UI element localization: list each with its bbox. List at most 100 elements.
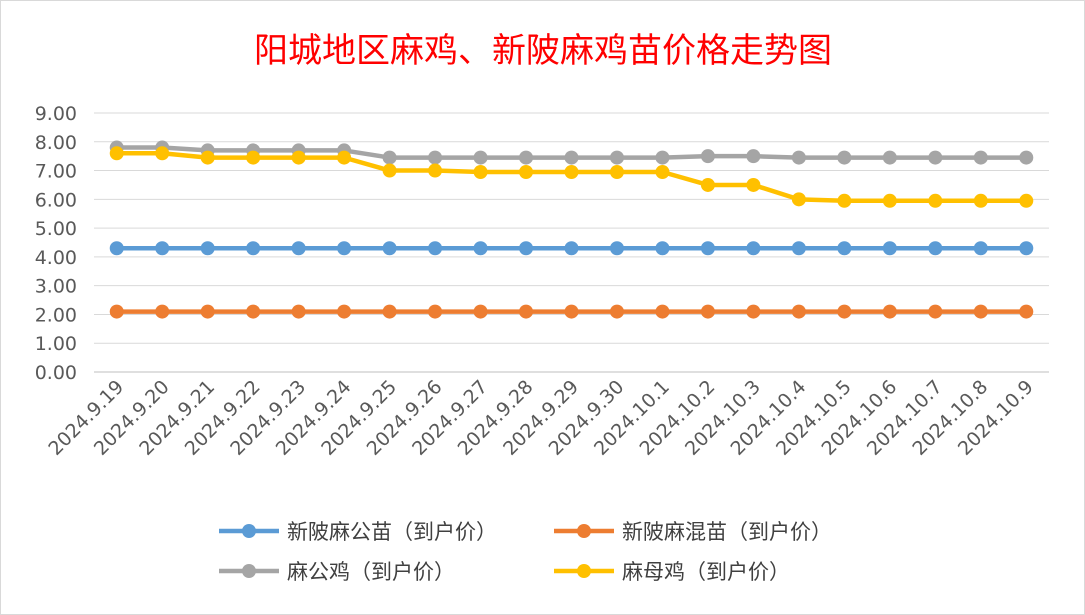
- data-point: [382, 163, 397, 178]
- data-point: [882, 304, 897, 319]
- data-point: [791, 150, 806, 165]
- data-point: [609, 150, 624, 165]
- data-point: [609, 241, 624, 256]
- data-point: [200, 241, 215, 256]
- data-point: [246, 150, 261, 165]
- data-point: [746, 304, 761, 319]
- data-point: [473, 150, 488, 165]
- data-point: [1019, 304, 1034, 319]
- data-point: [109, 241, 124, 256]
- data-point: [337, 150, 352, 165]
- y-tick-label: 6.00: [35, 189, 77, 211]
- data-point: [564, 150, 579, 165]
- x-axis-ticks: 2024.9.192024.9.202024.9.212024.9.222024…: [44, 376, 1037, 460]
- legend-marker: [577, 564, 591, 578]
- data-point: [609, 164, 624, 179]
- data-point: [337, 241, 352, 256]
- data-point: [928, 241, 943, 256]
- chart-title: 阳城地区麻鸡、新陂麻鸡苗价格走势图: [254, 31, 832, 71]
- legend-label: 麻母鸡（到户价）: [622, 560, 790, 584]
- data-point: [291, 241, 306, 256]
- data-point: [655, 164, 670, 179]
- data-point: [246, 304, 261, 319]
- data-point: [882, 193, 897, 208]
- legend-item: 新陂麻混苗（到户价）: [554, 520, 832, 544]
- legend-label: 麻公鸡（到户价）: [287, 560, 455, 584]
- data-point: [1019, 241, 1034, 256]
- y-tick-label: 5.00: [35, 218, 77, 240]
- series-2: [109, 304, 1034, 319]
- series-layer: [109, 140, 1034, 319]
- data-point: [428, 150, 443, 165]
- data-point: [928, 193, 943, 208]
- series-4: [109, 146, 1034, 208]
- data-point: [973, 150, 988, 165]
- data-point: [200, 150, 215, 165]
- data-point: [655, 241, 670, 256]
- data-point: [291, 304, 306, 319]
- data-point: [428, 304, 443, 319]
- data-point: [928, 304, 943, 319]
- data-point: [382, 241, 397, 256]
- data-point: [882, 241, 897, 256]
- data-point: [519, 150, 534, 165]
- y-axis-ticks: 0.00 1.00 2.00 3.00 4.00 5.00 6.00 7.00 8.00 9.00: [35, 103, 77, 384]
- data-point: [473, 164, 488, 179]
- data-point: [700, 149, 715, 164]
- legend-item: 新陂麻公苗（到户价）: [219, 520, 497, 544]
- data-point: [291, 150, 306, 165]
- data-point: [246, 241, 261, 256]
- data-point: [519, 241, 534, 256]
- data-point: [473, 241, 488, 256]
- data-point: [791, 304, 806, 319]
- legend-item: 麻公鸡（到户价）: [219, 560, 455, 584]
- legend-label: 新陂麻公苗（到户价）: [287, 520, 497, 544]
- data-point: [791, 192, 806, 207]
- data-point: [928, 150, 943, 165]
- data-point: [337, 304, 352, 319]
- legend-label: 新陂麻混苗（到户价）: [622, 520, 832, 544]
- legend-marker: [242, 524, 256, 538]
- data-point: [746, 149, 761, 164]
- data-point: [155, 146, 170, 161]
- data-point: [428, 163, 443, 178]
- data-point: [155, 241, 170, 256]
- data-point: [655, 304, 670, 319]
- data-point: [519, 164, 534, 179]
- y-tick-label: 8.00: [35, 132, 77, 154]
- legend: 新陂麻公苗（到户价） 新陂麻混苗（到户价） 麻公鸡（到户价） 麻母鸡（到户价）: [219, 520, 832, 584]
- y-tick-label: 9.00: [35, 103, 77, 125]
- data-point: [519, 304, 534, 319]
- data-point: [564, 164, 579, 179]
- data-point: [700, 177, 715, 192]
- series-1: [109, 241, 1034, 256]
- data-point: [746, 177, 761, 192]
- data-point: [609, 304, 624, 319]
- data-point: [700, 241, 715, 256]
- data-point: [1019, 150, 1034, 165]
- data-point: [564, 304, 579, 319]
- y-tick-label: 2.00: [35, 304, 77, 326]
- data-point: [382, 304, 397, 319]
- data-point: [382, 150, 397, 165]
- data-point: [973, 193, 988, 208]
- data-point: [473, 304, 488, 319]
- data-point: [564, 241, 579, 256]
- data-point: [746, 241, 761, 256]
- data-point: [1019, 193, 1034, 208]
- y-tick-label: 3.00: [35, 276, 77, 298]
- y-tick-label: 1.00: [35, 333, 77, 355]
- data-point: [973, 304, 988, 319]
- data-point: [882, 150, 897, 165]
- data-point: [655, 150, 670, 165]
- data-point: [837, 150, 852, 165]
- data-point: [109, 304, 124, 319]
- y-tick-label: 4.00: [35, 247, 77, 269]
- legend-marker: [242, 564, 256, 578]
- data-point: [700, 304, 715, 319]
- data-point: [155, 304, 170, 319]
- data-point: [973, 241, 988, 256]
- data-point: [837, 241, 852, 256]
